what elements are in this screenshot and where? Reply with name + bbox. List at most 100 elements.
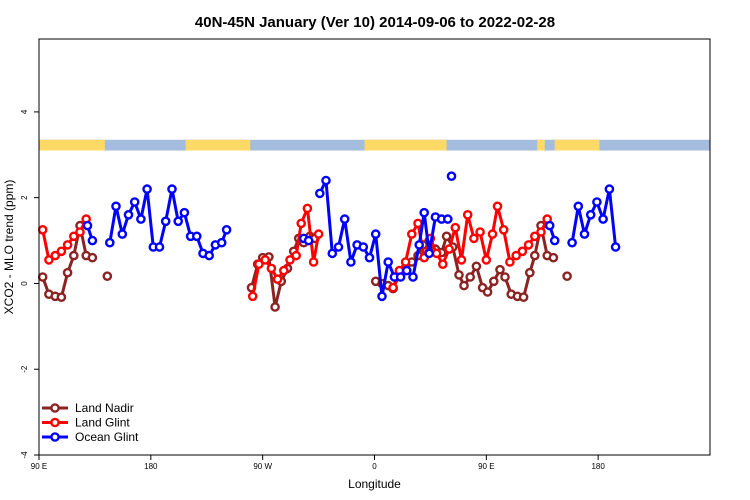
legend-marker — [50, 432, 60, 442]
data-point — [442, 214, 453, 224]
data-point — [303, 235, 314, 246]
data-point — [431, 248, 442, 259]
data-point — [573, 201, 584, 212]
data-point — [270, 302, 280, 312]
data-point — [142, 184, 152, 194]
data-point — [525, 267, 535, 278]
data-point — [173, 216, 183, 227]
data-point — [536, 227, 546, 237]
data-point — [505, 257, 515, 267]
x-axis-label: Longitude — [348, 477, 401, 491]
data-point — [548, 252, 559, 263]
data-point — [395, 272, 406, 282]
data-point — [498, 224, 509, 235]
data-point — [216, 237, 227, 248]
data-point — [408, 272, 418, 282]
land-strip-segment — [554, 139, 600, 151]
data-point — [313, 229, 324, 239]
data-point — [444, 244, 454, 254]
data-point — [69, 231, 79, 242]
data-point — [364, 252, 375, 263]
data-point — [469, 233, 479, 244]
y-tick-label: 2 — [20, 195, 29, 200]
data-point — [314, 188, 325, 199]
data-point — [327, 248, 338, 259]
data-point — [302, 203, 313, 214]
data-point — [204, 250, 214, 261]
data-point — [266, 263, 277, 274]
data-point — [482, 287, 493, 297]
land-strip-segment — [537, 139, 545, 151]
data-point — [604, 184, 615, 194]
data-point — [459, 280, 469, 291]
data-point — [37, 224, 48, 235]
data-point — [346, 257, 356, 267]
data-point — [400, 257, 411, 267]
data-point — [191, 231, 202, 242]
data-point — [358, 242, 369, 252]
data-point — [179, 207, 190, 218]
x-tick-label: 180 — [144, 462, 158, 471]
data-point — [377, 291, 387, 302]
data-point — [562, 271, 572, 282]
data-point — [406, 229, 417, 239]
data-point — [518, 292, 529, 303]
y-tick-label: -2 — [20, 365, 29, 373]
data-point — [254, 259, 264, 270]
data-point — [308, 257, 319, 267]
data-point — [567, 237, 577, 248]
data-point — [247, 291, 258, 302]
data-point — [610, 242, 621, 252]
data-point — [167, 184, 177, 194]
data-point — [117, 229, 128, 239]
data-point — [388, 282, 398, 293]
data-point — [111, 201, 121, 212]
data-point — [511, 250, 522, 261]
data-point — [544, 220, 555, 231]
data-point — [56, 246, 67, 257]
data-point — [333, 242, 344, 252]
data-point — [465, 272, 476, 282]
legend-item: Land Nadir — [42, 401, 134, 415]
data-point — [481, 255, 492, 265]
data-point — [495, 264, 505, 275]
legend-item: Ocean Glint — [42, 430, 139, 444]
data-point — [437, 259, 448, 270]
legend-label: Land Nadir — [75, 401, 134, 415]
x-tick-label: 0 — [372, 462, 377, 471]
y-tick-label: -4 — [20, 451, 29, 459]
data-point — [471, 261, 482, 272]
data-point — [585, 209, 596, 220]
plot-frame — [38, 38, 711, 456]
series-ocean-glint — [82, 171, 621, 302]
data-point — [370, 229, 381, 239]
data-point — [296, 218, 307, 229]
data-point — [37, 272, 48, 282]
series-layer — [37, 171, 621, 312]
land-strip-segment — [185, 139, 251, 151]
data-point — [285, 255, 295, 265]
data-point — [321, 175, 331, 186]
data-point — [530, 250, 540, 261]
data-point — [69, 250, 79, 261]
data-point — [62, 240, 73, 250]
data-point — [383, 257, 394, 267]
data-point — [413, 218, 423, 229]
data-point — [500, 272, 510, 282]
data-point — [446, 171, 457, 181]
y-tick-label: 4 — [20, 109, 29, 114]
data-point — [549, 235, 560, 246]
data-point — [441, 231, 452, 242]
data-point — [136, 214, 146, 224]
data-point — [82, 220, 93, 231]
data-point — [339, 214, 350, 224]
data-point — [424, 248, 435, 259]
data-point — [492, 201, 503, 212]
x-tick-label: 180 — [591, 462, 605, 471]
data-point — [414, 240, 425, 250]
data-point — [456, 255, 467, 265]
data-point — [278, 265, 289, 276]
data-point — [87, 235, 98, 246]
